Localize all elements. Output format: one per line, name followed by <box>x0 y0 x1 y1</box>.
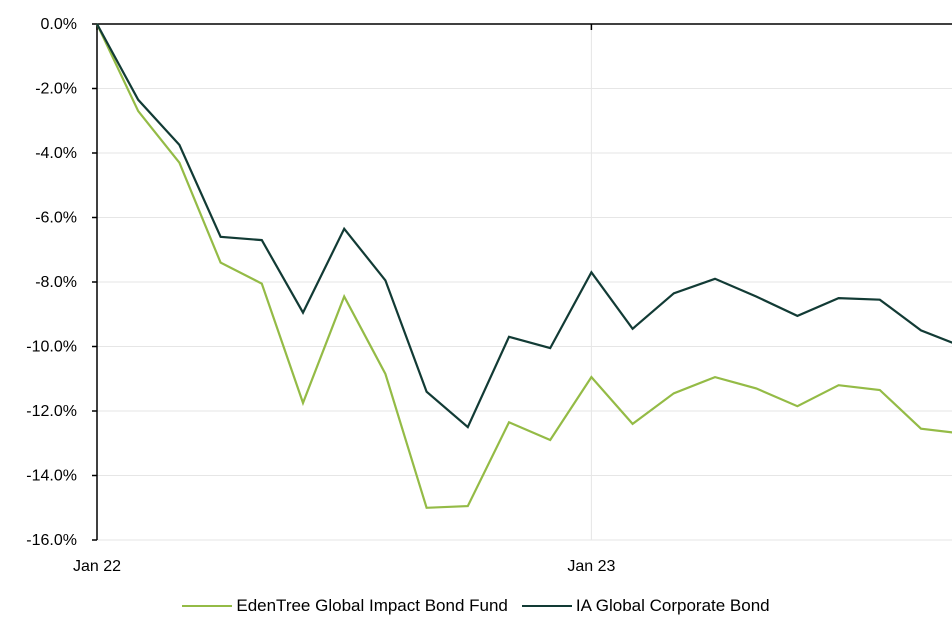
y-tick-label-3: -6.0% <box>35 210 77 227</box>
x-tick-label-0: Jan 22 <box>73 558 121 575</box>
series-line-0 <box>96 23 952 509</box>
legend-label-series-1: IA Global Corporate Bond <box>575 596 770 615</box>
y-tick-label-0: 0.0% <box>41 16 77 33</box>
tick-labels: 0.0% -2.0% -4.0% -6.0% -8.0% -10.0% -12.0% -14.… <box>26 16 615 575</box>
line-chart: 0.0% -2.0% -4.0% -6.0% -8.0% -10.0% -12.0% -14.… <box>26 16 952 575</box>
legend-swatch-series-0 <box>182 605 233 607</box>
legend: EdenTree Global Impact Bond Fund IA Glob… <box>0 596 952 616</box>
series-line-1 <box>96 23 952 429</box>
y-tick-label-2: -4.0% <box>35 145 77 162</box>
y-tick-label-7: -14.0% <box>26 468 77 485</box>
legend-label-series-0: EdenTree Global Impact Bond Fund <box>236 596 508 615</box>
y-tick-label-5: -10.0% <box>26 339 77 356</box>
series-lines <box>96 23 952 509</box>
y-tick-label-6: -12.0% <box>26 403 77 420</box>
y-tick-label-1: -2.0% <box>35 81 77 98</box>
legend-item-series-0: EdenTree Global Impact Bond Fund <box>182 596 508 616</box>
y-tick-label-8: -16.0% <box>26 532 77 549</box>
axes <box>92 23 952 541</box>
gridlines <box>97 24 952 541</box>
x-tick-label-1: Jan 23 <box>567 558 615 575</box>
legend-swatch-series-1 <box>521 605 572 607</box>
y-tick-label-4: -8.0% <box>35 274 77 291</box>
legend-item-series-1: IA Global Corporate Bond <box>521 596 770 616</box>
